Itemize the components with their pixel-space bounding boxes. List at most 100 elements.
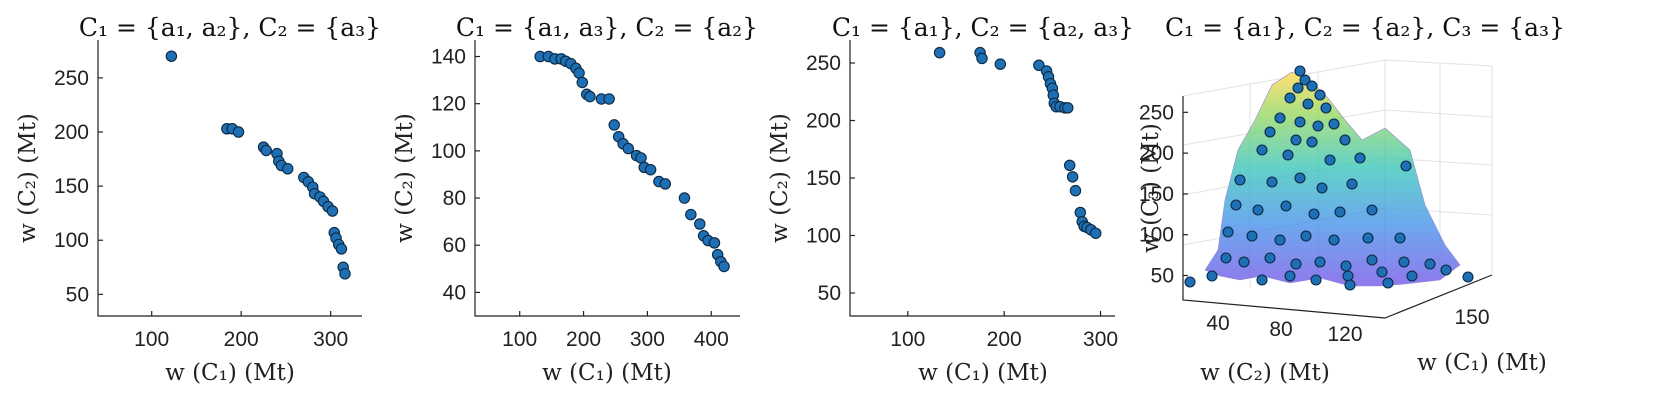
surface <box>1204 71 1461 287</box>
data-point <box>1222 226 1234 238</box>
c2-axis-label: w (C₂) (Mt) <box>1200 360 1330 386</box>
y-tick-label: 50 <box>818 282 841 305</box>
x-tick-label: 100 <box>890 328 925 351</box>
c1-axis-label: w (C₁) (Mt) <box>1417 350 1547 376</box>
data-point <box>1069 184 1082 197</box>
data-point <box>1462 271 1474 283</box>
data-point <box>1280 200 1292 212</box>
data-point <box>659 178 672 190</box>
y-tick-label: 100 <box>54 229 89 252</box>
panel-title: C₁ = {a₁}, C₂ = {a₂}, C₃ = {a₃} <box>1165 13 1565 42</box>
data-point <box>1306 80 1318 92</box>
y-tick-label: 120 <box>431 93 466 116</box>
axes-frame <box>474 40 740 317</box>
data-point <box>1382 277 1394 289</box>
y-tick-label: 80 <box>443 187 466 210</box>
y-tick-label: 50 <box>1151 265 1174 288</box>
c1-axis-ticks: 150 <box>1454 306 1489 329</box>
y-tick-label: 250 <box>806 52 841 75</box>
data-point <box>1406 270 1418 282</box>
x-axis-label: w (C₁) (Mt) <box>918 360 1048 386</box>
y-tick-label: 200 <box>1139 142 1174 165</box>
data-point <box>573 67 585 79</box>
y-tick-label: 150 <box>54 175 89 198</box>
data-point <box>1294 116 1306 128</box>
data-point <box>165 50 178 62</box>
data-point <box>1220 252 1232 264</box>
data-point <box>1300 230 1312 242</box>
data-point <box>678 192 691 204</box>
data-point <box>1362 232 1374 244</box>
data-point <box>1394 232 1406 244</box>
data-point <box>708 237 721 249</box>
data-point <box>1366 204 1378 216</box>
data-point <box>644 163 657 176</box>
data-point <box>1328 234 1340 246</box>
data-point <box>576 76 589 89</box>
data-point <box>1252 204 1264 216</box>
c2-tick-label: 40 <box>1206 312 1229 335</box>
data-point <box>1284 92 1296 104</box>
y-tick-label: 250 <box>1139 101 1174 124</box>
data-point <box>1312 120 1324 132</box>
x-axis-label: w (C₁) (Mt) <box>165 360 295 386</box>
data-point <box>1062 102 1074 114</box>
data-point <box>1306 136 1318 148</box>
data-point <box>608 119 620 131</box>
scatter-panel-1: C₁ = {a₁, a₂}, C₂ = {a₃} 100 200 300 50 100 1… <box>15 13 381 386</box>
data-point <box>1342 270 1354 282</box>
y-tick-label: 100 <box>431 140 466 163</box>
y-axis-label: w (C₂) (Mt) <box>15 113 41 243</box>
x-tick-label: 400 <box>694 328 729 351</box>
data-point <box>1376 266 1388 278</box>
y-tick-label: 150 <box>1139 183 1174 206</box>
data-point <box>1074 206 1087 219</box>
y-tick-label: 100 <box>1139 224 1174 247</box>
panel-title: C₁ = {a₁, a₃}, C₂ = {a₂} <box>456 13 758 42</box>
data-point <box>1440 264 1452 276</box>
y-tick-label: 250 <box>54 67 89 90</box>
data-point <box>1290 258 1302 270</box>
data-point <box>1400 160 1412 172</box>
data-point <box>1294 172 1306 184</box>
y-axis-label: w (C₃) (Mt) <box>1138 123 1164 253</box>
c1-tick-label: 150 <box>1454 306 1489 329</box>
data-point <box>1274 234 1286 246</box>
scatter-panel-4-3d: C₁ = {a₁}, C₂ = {a₂}, C₃ = {a₃} 50 100 150… <box>1138 13 1565 386</box>
c2-axis-ticks: 40 80 120 <box>1206 312 1362 346</box>
data-point <box>1292 82 1304 94</box>
data-point <box>1339 134 1351 146</box>
x-tick-label: 300 <box>313 328 348 351</box>
x-tick-label: 200 <box>224 328 259 351</box>
scatter-panel-3: C₁ = {a₁}, C₂ = {a₂, a₃} 100 200 300 50 100 1… <box>767 13 1134 386</box>
y-axis-label: w (C₂) (Mt) <box>767 113 793 243</box>
3d-axes <box>1182 96 1493 319</box>
data-point <box>1320 102 1332 114</box>
data-point <box>622 142 635 155</box>
data-point <box>326 205 339 217</box>
panel-title: C₁ = {a₁}, C₂ = {a₂, a₃} <box>832 13 1134 42</box>
data-point <box>1314 89 1326 101</box>
data-point <box>1334 206 1346 218</box>
data-point <box>1294 65 1306 77</box>
data-point <box>1230 199 1242 211</box>
data-point <box>694 218 706 230</box>
data-point <box>603 93 615 105</box>
data-point <box>1424 258 1436 270</box>
data-point <box>1266 176 1278 188</box>
data-point <box>1089 227 1102 239</box>
data-point <box>635 152 647 164</box>
data-point <box>232 126 245 138</box>
data-point <box>260 144 272 157</box>
data-point <box>718 260 730 273</box>
data-point <box>281 163 294 175</box>
data-point <box>1282 149 1294 161</box>
y-tick-label: 40 <box>443 281 466 304</box>
data-point <box>1290 134 1302 146</box>
data-point <box>1033 59 1045 72</box>
data-point <box>1354 152 1366 164</box>
data-point <box>1314 256 1326 268</box>
data-point <box>1234 174 1246 186</box>
data-point <box>339 268 351 280</box>
